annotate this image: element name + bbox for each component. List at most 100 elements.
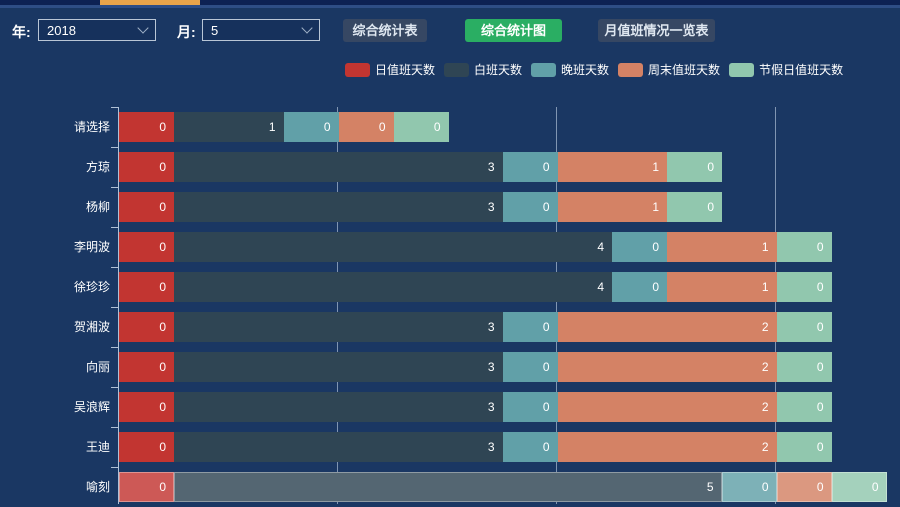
bar-segment[interactable]: 0	[119, 392, 174, 422]
year-select-value: 2018	[47, 22, 76, 38]
bar-value-label: 2	[761, 360, 769, 374]
legend-item-白班天数[interactable]: 白班天数	[444, 61, 522, 78]
gridline	[337, 107, 338, 504]
bar-segment[interactable]: 3	[174, 192, 503, 222]
bar-segment[interactable]: 0	[776, 272, 832, 302]
bar-segment[interactable]: 0	[119, 232, 174, 262]
monthly-duty-list-button[interactable]: 月值班情况一览表	[598, 19, 715, 42]
bar-segment[interactable]: 0	[776, 392, 832, 422]
bar-segment[interactable]: 3	[174, 312, 503, 342]
bar-segment[interactable]: 4	[174, 272, 612, 302]
bar-segment[interactable]: 1	[557, 152, 667, 182]
bar-segment[interactable]: 0	[667, 192, 722, 222]
gridline	[775, 107, 776, 504]
bar-segment[interactable]: 0	[612, 232, 667, 262]
bar-segment[interactable]: 1	[557, 192, 667, 222]
bar-segment[interactable]: 0	[776, 472, 832, 502]
bar-segment[interactable]: 0	[502, 152, 558, 182]
month-select-value: 5	[211, 22, 219, 38]
bar-value-label: 1	[268, 120, 276, 134]
bar-segment[interactable]: 0	[776, 232, 832, 262]
bar-segment[interactable]: 0	[119, 432, 174, 462]
legend-item-晚班天数[interactable]: 晚班天数	[531, 61, 609, 78]
legend-item-周末值班天数[interactable]: 周末值班天数	[618, 61, 720, 78]
y-axis-line	[118, 107, 119, 504]
bar-segment[interactable]: 3	[174, 392, 503, 422]
bar-value-label: 3	[487, 440, 495, 454]
bar-value-label: 0	[542, 400, 550, 414]
bar-segment[interactable]: 0	[338, 112, 394, 142]
legend-swatch-icon	[444, 62, 470, 77]
bar-value-label: 0	[542, 320, 550, 334]
legend-swatch-icon	[618, 62, 644, 77]
legend-swatch-icon	[345, 62, 370, 77]
bar-segment[interactable]: 0	[502, 352, 558, 382]
bar-segment[interactable]: 0	[119, 312, 174, 342]
year-select[interactable]: 2018	[38, 19, 156, 41]
bar-segment[interactable]: 2	[557, 352, 777, 382]
chart-row: 请选择 0 1 0 0 0	[0, 107, 900, 147]
bar-value-label: 1	[652, 160, 659, 174]
chart-row: 杨柳 0 3 0 1 0	[0, 187, 900, 227]
bar-segment[interactable]: 0	[119, 472, 174, 502]
bar-segment[interactable]: 1	[667, 272, 777, 302]
bar-segment[interactable]: 4	[174, 232, 612, 262]
chart-row: 吴浪辉 0 3 0 2 0	[0, 387, 900, 427]
legend-item-节假日值班天数[interactable]: 节假日值班天数	[729, 61, 843, 78]
bar-segment[interactable]: 3	[174, 152, 503, 182]
bar-segment[interactable]: 0	[776, 352, 832, 382]
axis-tick	[111, 427, 118, 428]
bar-segment[interactable]: 0	[283, 112, 339, 142]
bar-value-label: 2	[761, 400, 769, 414]
bar-value-label: 0	[323, 120, 331, 134]
bar-value-label: 2	[761, 440, 769, 454]
bar-stack: 0 3 0 2 0	[119, 352, 832, 382]
bar-value-label: 2	[761, 320, 769, 334]
bar-segment[interactable]: 0	[119, 192, 174, 222]
top-window-strip	[0, 0, 900, 5]
legend-label: 周末值班天数	[648, 63, 721, 77]
axis-tick	[111, 387, 118, 388]
legend-item-日值班天数[interactable]: 日值班天数	[345, 61, 435, 78]
bar-stack: 0 4 0 1 0	[119, 232, 832, 262]
bar-segment[interactable]: 0	[119, 152, 174, 182]
bar-segment[interactable]: 0	[721, 472, 777, 502]
bar-stack: 0 3 0 1 0	[119, 152, 722, 182]
bar-segment[interactable]: 0	[776, 432, 832, 462]
bar-value-label: 3	[487, 200, 495, 214]
bar-segment[interactable]: 0	[502, 192, 558, 222]
bar-stack: 0 3 0 1 0	[119, 192, 722, 222]
month-select[interactable]: 5	[202, 19, 320, 41]
legend-label: 节假日值班天数	[759, 63, 844, 77]
top-tab-highlight[interactable]	[100, 0, 200, 5]
bar-segment[interactable]: 3	[174, 352, 503, 382]
bar-segment[interactable]: 0	[831, 472, 887, 502]
bar-value-label: 0	[433, 120, 441, 134]
bar-segment[interactable]: 0	[119, 112, 174, 142]
bar-segment[interactable]: 0	[393, 112, 449, 142]
bar-segment[interactable]: 0	[119, 272, 174, 302]
bar-value-label: 3	[487, 320, 495, 334]
bar-segment[interactable]: 0	[502, 392, 558, 422]
bar-segment[interactable]: 1	[667, 232, 777, 262]
bar-segment[interactable]: 2	[557, 432, 777, 462]
bar-segment[interactable]: 0	[667, 152, 722, 182]
bar-stack: 0 5 0 0 0	[119, 472, 887, 502]
bar-segment[interactable]: 0	[502, 312, 558, 342]
summary-table-button[interactable]: 综合统计表	[343, 19, 427, 42]
axis-tick	[111, 227, 118, 228]
bar-segment[interactable]: 0	[776, 312, 832, 342]
bar-segment[interactable]: 3	[174, 432, 503, 462]
bar-segment[interactable]: 0	[119, 352, 174, 382]
bar-segment[interactable]: 0	[612, 272, 667, 302]
summary-chart-button[interactable]: 综合统计图	[465, 19, 562, 42]
bar-segment[interactable]: 2	[557, 392, 777, 422]
category-label: 喻刻	[85, 480, 110, 494]
bar-segment[interactable]: 1	[174, 112, 284, 142]
bar-segment[interactable]: 2	[557, 312, 777, 342]
bar-segment[interactable]: 0	[502, 432, 558, 462]
bar-segment[interactable]: 5	[174, 472, 722, 502]
bar-value-label: 0	[761, 480, 769, 494]
bar-value-label: 0	[816, 440, 824, 454]
